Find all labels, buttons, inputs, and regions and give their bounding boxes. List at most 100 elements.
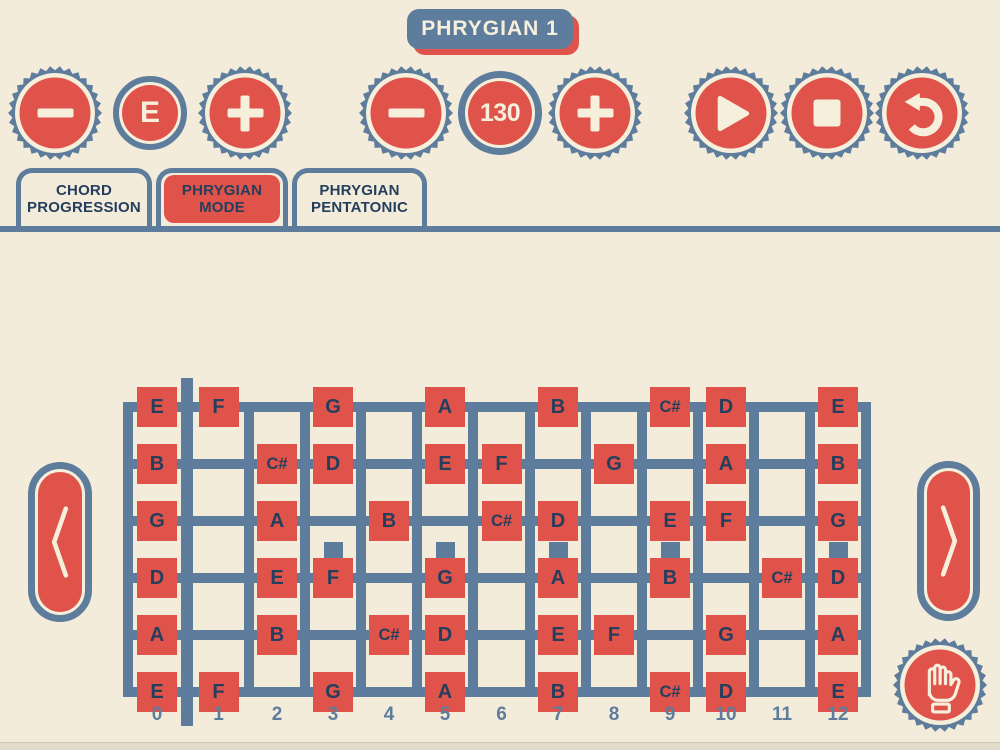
- guitar-string: [123, 687, 871, 697]
- fret-line: [300, 402, 310, 697]
- page-title-label: PHRYGIAN 1: [421, 17, 559, 40]
- note-cell[interactable]: A: [818, 615, 858, 655]
- fret-line: [637, 402, 647, 697]
- fret-marker: [435, 542, 455, 561]
- stop-button[interactable]: [780, 66, 874, 160]
- fret-line: [749, 402, 759, 697]
- note-cell[interactable]: F: [198, 387, 239, 427]
- fret-number-label: 5: [439, 704, 451, 725]
- key-up-button[interactable]: [198, 66, 292, 160]
- tempo-display: 130: [458, 71, 542, 155]
- fret-number-label: 12: [827, 704, 849, 725]
- note-cell[interactable]: C#: [481, 501, 522, 541]
- note-cell[interactable]: E: [650, 501, 690, 541]
- note-cell[interactable]: G: [594, 444, 634, 484]
- note-cell[interactable]: E: [425, 444, 465, 484]
- key-down-button[interactable]: [8, 66, 102, 160]
- tab-chord-progression[interactable]: CHORD PROGRESSION: [16, 168, 152, 226]
- note-cell[interactable]: C#: [650, 672, 690, 712]
- key-value: E: [139, 96, 160, 129]
- tab-bar: CHORD PROGRESSION PHRYGIAN MODE PHRYGIAN…: [16, 168, 427, 226]
- tab-phrygian-pentatonic[interactable]: PHRYGIAN PENTATONIC: [292, 168, 427, 226]
- minus-icon: [37, 108, 73, 118]
- note-cell[interactable]: A: [425, 387, 465, 427]
- note-cell[interactable]: D: [137, 558, 177, 598]
- note-cell[interactable]: C#: [762, 558, 802, 598]
- note-cell[interactable]: A: [257, 501, 297, 541]
- fret-line: [123, 402, 133, 697]
- note-cell[interactable]: B: [538, 387, 578, 427]
- note-cell[interactable]: G: [818, 501, 858, 541]
- plus-icon: [227, 95, 263, 131]
- note-cell[interactable]: D: [538, 501, 578, 541]
- note-cell[interactable]: G: [425, 558, 465, 598]
- fret-line: [356, 402, 366, 697]
- fret-line: [693, 402, 703, 697]
- restart-button[interactable]: [875, 66, 969, 160]
- note-cell[interactable]: A: [425, 672, 465, 712]
- note-cell[interactable]: F: [481, 444, 522, 484]
- fret-number-label: 7: [552, 704, 564, 725]
- page-title: PHRYGIAN 1: [407, 9, 573, 49]
- note-cell[interactable]: C#: [257, 444, 297, 484]
- note-cell[interactable]: A: [706, 444, 746, 484]
- tempo-value: 130: [479, 98, 521, 127]
- tempo-down-button[interactable]: [359, 66, 453, 160]
- chevron-right-icon: [940, 505, 957, 577]
- note-cell[interactable]: A: [137, 615, 177, 655]
- play-button[interactable]: [684, 66, 778, 160]
- note-cell[interactable]: B: [257, 615, 297, 655]
- note-cell[interactable]: A: [538, 558, 578, 598]
- note-cell[interactable]: B: [650, 558, 690, 598]
- note-cell[interactable]: C#: [650, 387, 690, 427]
- note-cell[interactable]: F: [706, 501, 746, 541]
- note-cell[interactable]: F: [198, 672, 239, 712]
- note-cell[interactable]: B: [538, 672, 578, 712]
- note-cell[interactable]: E: [538, 615, 578, 655]
- note-cell[interactable]: C#: [369, 615, 409, 655]
- note-cell[interactable]: G: [706, 615, 746, 655]
- fret-line: [805, 402, 815, 697]
- note-cell[interactable]: F: [594, 615, 634, 655]
- fret-number-label: 2: [271, 704, 283, 725]
- fret-number-label: 1: [213, 704, 224, 725]
- note-cell[interactable]: E: [137, 387, 177, 427]
- note-cell[interactable]: F: [313, 558, 353, 598]
- tab-phrygian-mode[interactable]: PHRYGIAN MODE: [156, 168, 288, 226]
- hand-stop-button[interactable]: [893, 638, 987, 732]
- tempo-up-button[interactable]: [548, 66, 642, 160]
- fret-line: [861, 402, 871, 697]
- note-cell[interactable]: G: [313, 672, 353, 712]
- note-cell[interactable]: B: [818, 444, 858, 484]
- fret-number-label: 9: [664, 704, 676, 725]
- active-tab-highlight: [164, 175, 280, 223]
- minus-icon: [388, 108, 424, 118]
- guitar-string: [123, 402, 871, 412]
- note-cell[interactable]: E: [818, 387, 858, 427]
- key-display: E: [113, 76, 187, 150]
- note-cell[interactable]: G: [137, 501, 177, 541]
- undo-arrow-icon: [904, 92, 942, 136]
- tab-divider-line: [0, 226, 1000, 232]
- scroll-left-button[interactable]: [28, 462, 92, 622]
- note-cell[interactable]: D: [706, 387, 746, 427]
- note-cell[interactable]: D: [706, 672, 746, 712]
- stop-icon: [813, 99, 841, 127]
- note-cell[interactable]: E: [137, 672, 177, 712]
- fret-line: [244, 402, 254, 697]
- note-cell[interactable]: B: [137, 444, 177, 484]
- fret-number-label: 3: [327, 704, 339, 725]
- fret-marker: [548, 542, 568, 561]
- scroll-right-button[interactable]: [917, 461, 980, 621]
- note-cell[interactable]: E: [257, 558, 297, 598]
- fret-line: [412, 402, 422, 697]
- note-cell[interactable]: B: [369, 501, 409, 541]
- guitar-string: [123, 573, 871, 583]
- note-cell[interactable]: E: [818, 672, 858, 712]
- note-cell[interactable]: D: [818, 558, 858, 598]
- note-cell[interactable]: G: [313, 387, 353, 427]
- note-cell[interactable]: D: [313, 444, 353, 484]
- note-cell[interactable]: D: [425, 615, 465, 655]
- fret-number-label: 11: [771, 704, 793, 725]
